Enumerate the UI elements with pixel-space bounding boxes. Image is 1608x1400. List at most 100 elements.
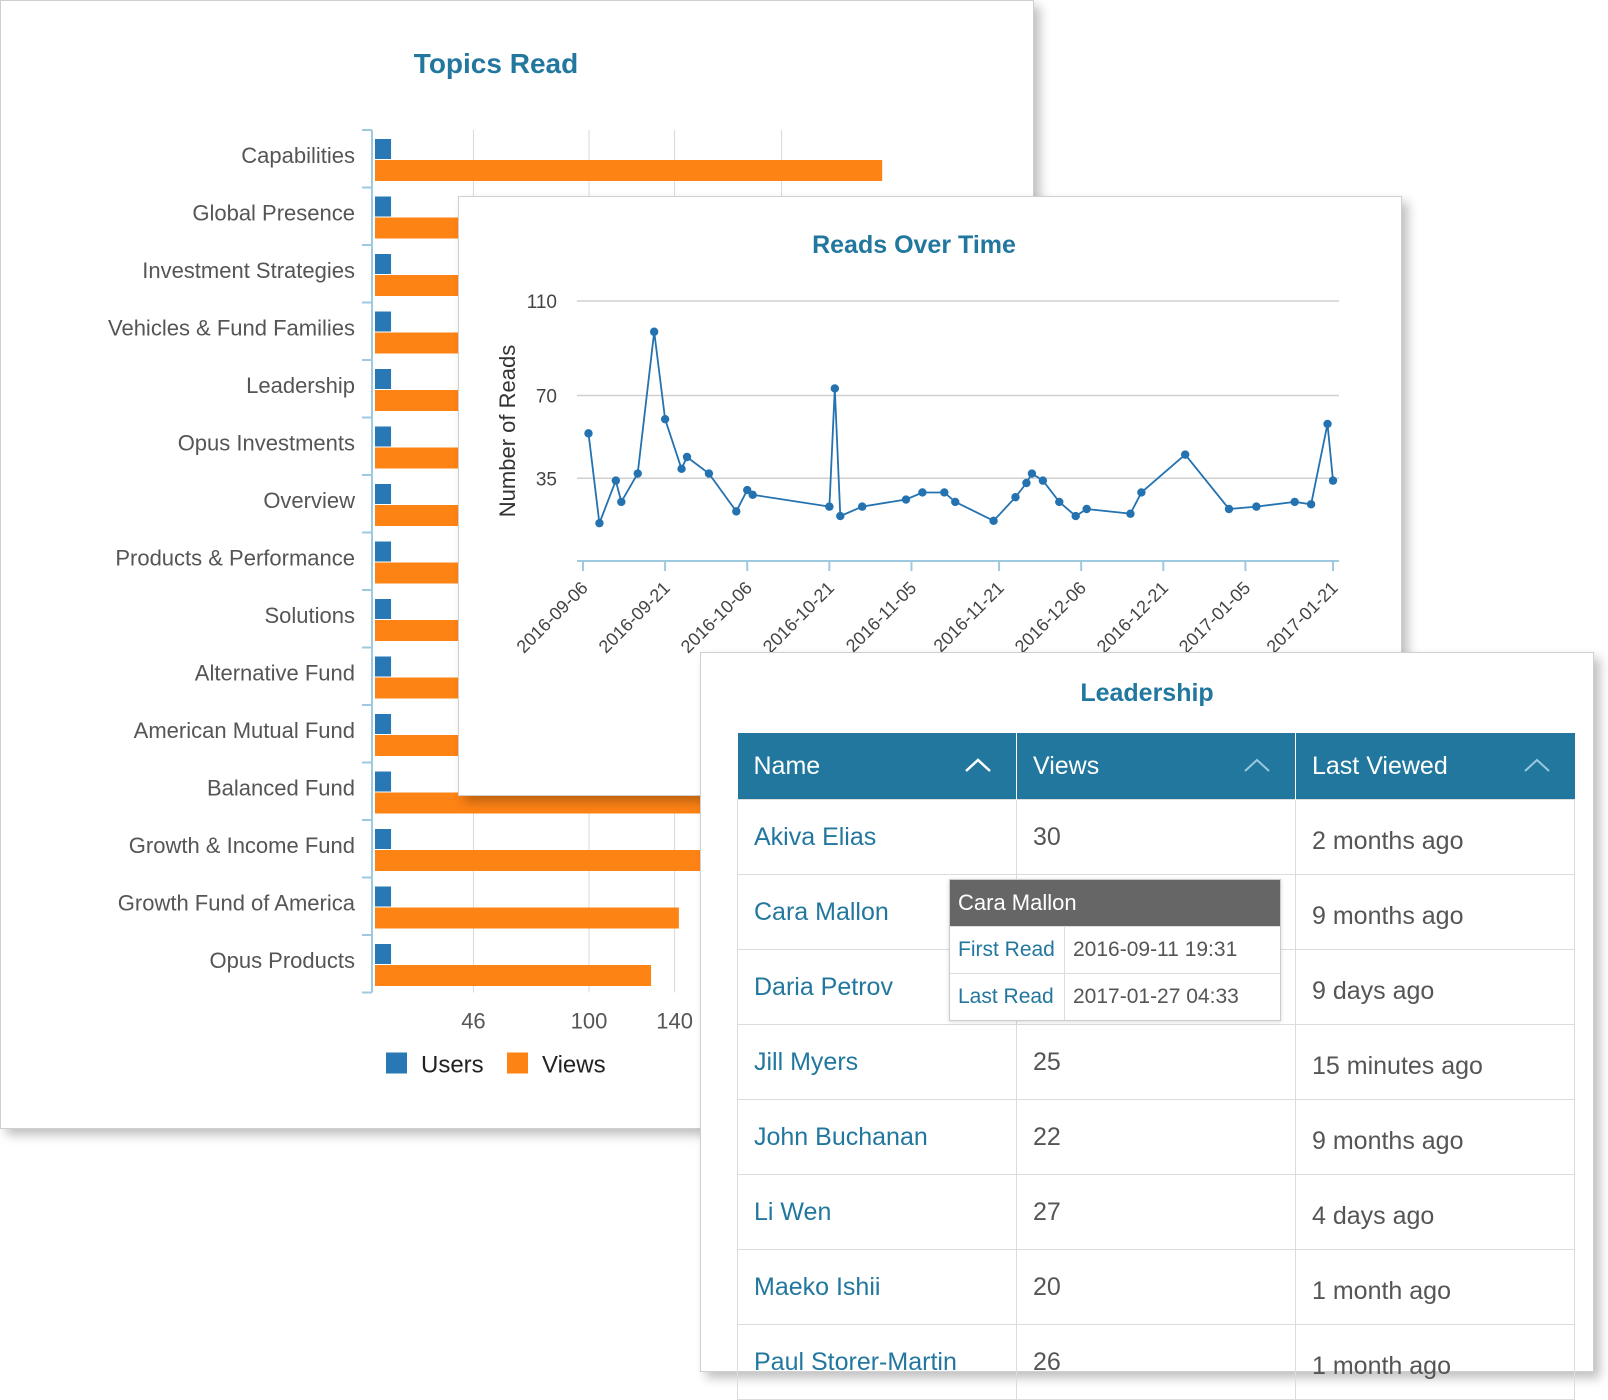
reads-data-point (1038, 476, 1048, 485)
table-row: Paul Storer-Martin 26 1 month ago (737, 1324, 1575, 1400)
reads-data-point (617, 497, 626, 507)
table-row: Jill Myers 25 15 minutes ago (737, 1024, 1575, 1100)
topics-read-title: Topics Read (414, 48, 578, 79)
views-bar (375, 792, 765, 814)
category-label: Products & Performance (115, 546, 355, 571)
first-read-label: First Read (950, 927, 1065, 973)
reads-data-point (951, 497, 960, 507)
last-viewed-cell: 15 minutes ago (1295, 1024, 1575, 1100)
users-bar (375, 829, 392, 849)
users-bar (375, 886, 392, 907)
sort-ascending-icon[interactable] (964, 757, 992, 773)
reads-data-point (611, 476, 621, 485)
first-read-value: 2016-09-11 19:31 (1073, 938, 1238, 961)
category-label: American Mutual Fund (134, 718, 355, 743)
reads-data-point (584, 429, 593, 438)
reads-data-point (1323, 419, 1332, 429)
users-bar (375, 139, 392, 159)
table-row: John Buchanan 22 9 months ago (737, 1099, 1575, 1175)
x-tick-label: 2016-10-21 (759, 578, 838, 657)
users-bar (375, 196, 392, 217)
reads-data-point (1252, 502, 1261, 511)
tooltip-first-read-row: First Read 2016-09-11 19:31 (950, 926, 1280, 973)
users-bar (375, 311, 392, 332)
reads-over-time-chart: Reads Over Time 35 70 110 2016-09-06 2016-09… (495, 231, 1342, 657)
reads-data-point (1011, 492, 1020, 502)
last-viewed-cell: 9 months ago (1295, 874, 1575, 950)
reads-data-point (1137, 488, 1146, 497)
users-bar (375, 254, 392, 274)
x-tick-label: 2016-11-05 (842, 578, 920, 656)
legend-views-swatch (507, 1052, 528, 1074)
x-tick-label: 2016-09-06 (513, 578, 592, 657)
reads-data-point (918, 488, 927, 497)
read-details-tooltip: Cara Mallon First Read 2016-09-11 19:31 … (949, 879, 1281, 1021)
reads-over-time-title: Reads Over Time (812, 231, 1016, 259)
reads-data-point (748, 490, 757, 500)
x-tick-label: 46 (461, 1009, 485, 1034)
views-cell: 27 (1016, 1174, 1296, 1250)
user-name-link[interactable]: Li Wen (737, 1174, 1017, 1250)
category-label: Overview (263, 488, 355, 513)
views-bar (375, 850, 709, 871)
column-header-last-viewed-label: Last Viewed (1312, 751, 1448, 780)
reads-data-point (1224, 504, 1234, 514)
category-label: Growth Fund of America (118, 891, 356, 916)
leadership-title: Leadership (1080, 679, 1214, 707)
last-viewed-cell: 4 days ago (1295, 1174, 1575, 1250)
category-label: Leadership (246, 373, 355, 398)
users-bar (375, 484, 392, 504)
user-name-link[interactable]: John Buchanan (737, 1099, 1017, 1175)
user-name-link[interactable]: Akiva Elias (737, 799, 1017, 875)
category-label: Solutions (264, 603, 355, 628)
user-name-link[interactable]: Paul Storer-Martin (737, 1324, 1017, 1400)
category-label: Alternative Fund (195, 661, 355, 686)
last-viewed-cell: 2 months ago (1295, 799, 1575, 875)
y-tick-label: 70 (536, 387, 557, 408)
last-read-value: 2017-01-27 04:33 (1073, 985, 1239, 1008)
reads-data-point (704, 469, 714, 478)
users-bar (375, 426, 392, 447)
column-header-last-viewed[interactable]: Last Viewed (1295, 733, 1575, 800)
x-tick-label: 2016-10-06 (677, 578, 756, 657)
reads-data-point (1022, 478, 1031, 488)
column-header-name-label: Name (753, 751, 821, 780)
x-tick-label: 2016-12-06 (1011, 578, 1090, 657)
sort-ascending-icon[interactable] (1243, 757, 1271, 773)
last-viewed-cell: 9 months ago (1295, 1099, 1575, 1175)
category-label: Opus Products (209, 948, 355, 973)
last-viewed-cell: 1 month ago (1295, 1249, 1575, 1325)
category-label: Opus Investments (178, 431, 355, 456)
legend-users-swatch (386, 1052, 407, 1074)
x-tick-label: 2017-01-05 (1175, 578, 1254, 657)
category-label: Balanced Fund (207, 776, 355, 801)
users-bar (375, 369, 392, 389)
sort-ascending-icon[interactable] (1523, 757, 1551, 773)
column-header-name[interactable]: Name (737, 733, 1017, 800)
category-label: Growth & Income Fund (129, 833, 355, 858)
reads-data-point (1055, 497, 1064, 507)
reads-data-point (1290, 497, 1299, 507)
user-name-link[interactable]: Maeko Ishii (737, 1249, 1017, 1325)
reads-data-point (836, 511, 845, 521)
reads-data-point (1180, 450, 1190, 459)
users-bar (375, 541, 392, 562)
user-name-link[interactable]: Jill Myers (737, 1024, 1017, 1100)
table-row: Li Wen 27 4 days ago (737, 1174, 1575, 1250)
category-label: Investment Strategies (142, 258, 355, 283)
reads-data-point (649, 327, 659, 336)
y-axis-title: Number of Reads (495, 345, 520, 517)
leadership-table: Name Views Last Viewed Akiva Elias 30 2 mo… (737, 733, 1575, 1400)
reads-data-point (857, 502, 867, 511)
users-bar (375, 599, 392, 619)
users-bar (375, 944, 392, 964)
column-header-views[interactable]: Views (1016, 733, 1296, 800)
category-label: Vehicles & Fund Families (108, 316, 355, 341)
views-cell: 30 (1016, 799, 1296, 875)
x-tick-label: 2016-11-21 (930, 578, 1008, 656)
legend-views-label: Views (542, 1052, 606, 1079)
x-tick-label: 2016-09-21 (595, 578, 674, 657)
y-tick-label: 110 (527, 292, 557, 313)
reads-data-point (660, 414, 670, 424)
reads-data-point (940, 488, 949, 497)
